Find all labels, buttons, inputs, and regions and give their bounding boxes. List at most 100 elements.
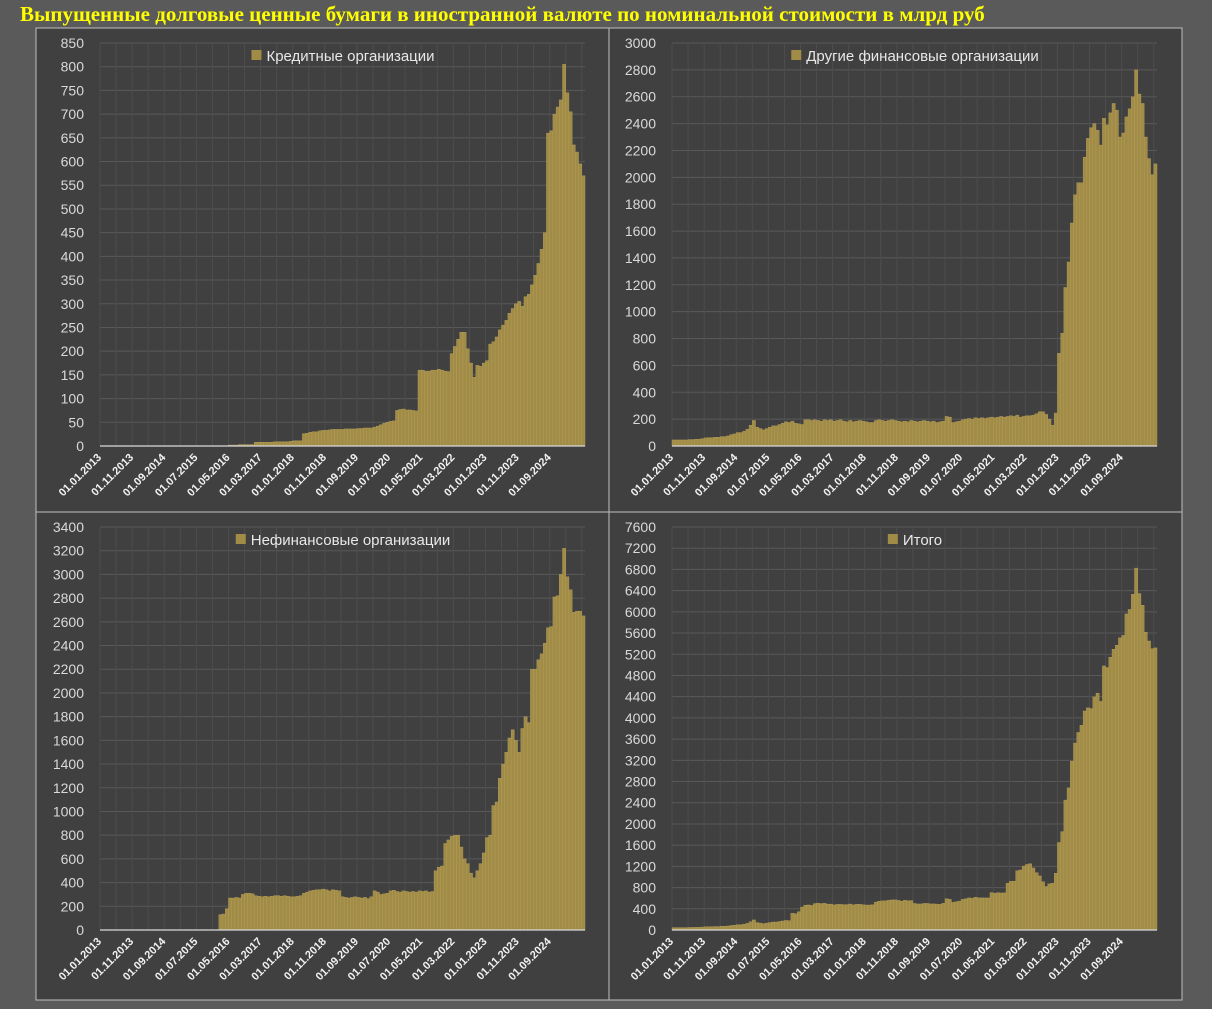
bar [1118,637,1122,931]
bar [960,419,965,447]
bar [1005,883,1010,931]
y-tick-label: 6000 [625,604,656,620]
bar [539,249,544,447]
bar [906,421,910,447]
bar [931,420,936,447]
bar [935,422,939,447]
bar [337,429,342,447]
bar [880,900,885,931]
bar [1115,645,1119,931]
bar [829,419,833,447]
legend-label: Другие финансовые организации [806,48,1039,65]
bar [938,904,943,931]
bar [877,419,881,447]
bar [874,901,878,931]
bar [510,308,515,447]
bar [343,897,348,931]
bar [321,430,326,447]
y-tick-label: 1200 [625,277,656,293]
bar [973,897,978,931]
bar [922,903,926,931]
bar [446,371,451,447]
bar [411,410,415,447]
bar [286,441,290,447]
bar [459,846,464,931]
bar [1034,413,1039,447]
bar [877,901,881,931]
bar [276,441,281,447]
bar [263,896,268,931]
bar [919,903,923,931]
bar [739,432,743,447]
bar [784,920,788,931]
bar [739,924,743,931]
bar [983,897,987,931]
bar [372,890,377,931]
bar [270,896,274,931]
bar [678,439,682,447]
bar [813,419,817,447]
bar [1127,108,1132,447]
y-tick-label: 1000 [625,304,656,320]
bar [1121,132,1126,447]
bar [462,332,467,447]
bar [408,409,412,447]
bar [1095,693,1100,931]
bar [485,837,489,931]
bar [992,417,997,447]
bar [475,870,480,931]
bar [912,420,917,447]
bar [289,896,293,931]
bar [1060,332,1065,447]
bar [687,439,692,447]
bar [671,439,676,447]
bar [404,409,409,447]
bar [555,595,560,931]
bar [327,890,332,931]
bar [501,324,505,447]
bar [286,896,290,931]
bar [562,64,566,447]
bar [797,423,801,447]
bar [986,417,991,447]
y-tick-label: 6400 [625,583,656,599]
bar [417,369,422,447]
bar [482,362,486,447]
bar [909,420,914,447]
bar [321,888,326,931]
bar [899,900,904,931]
bar [1092,123,1097,447]
bar [411,891,415,931]
bar [854,904,859,931]
bar [967,897,971,931]
bar [347,428,351,447]
bar [350,428,354,447]
bar [835,420,840,447]
bar [944,416,949,447]
bar [578,610,582,931]
bar [478,366,483,447]
bar [395,410,399,447]
bar [732,433,737,447]
bar [1005,416,1010,447]
bar [851,421,856,447]
bar [758,428,763,447]
bar [752,919,756,931]
bar [298,895,303,931]
bar [736,432,740,447]
legend-label: Кредитные организации [266,48,434,65]
bar [675,439,679,447]
y-tick-label: 650 [61,130,85,146]
bar [314,889,319,931]
bar [948,899,952,931]
bar [1041,411,1045,447]
y-tick-label: 2800 [625,62,656,78]
bar [565,576,570,931]
bar [803,905,808,931]
bar [842,420,846,447]
bar [308,890,313,931]
bar [854,420,859,447]
bar [353,896,358,931]
bar [1015,870,1020,931]
bar [565,92,570,447]
